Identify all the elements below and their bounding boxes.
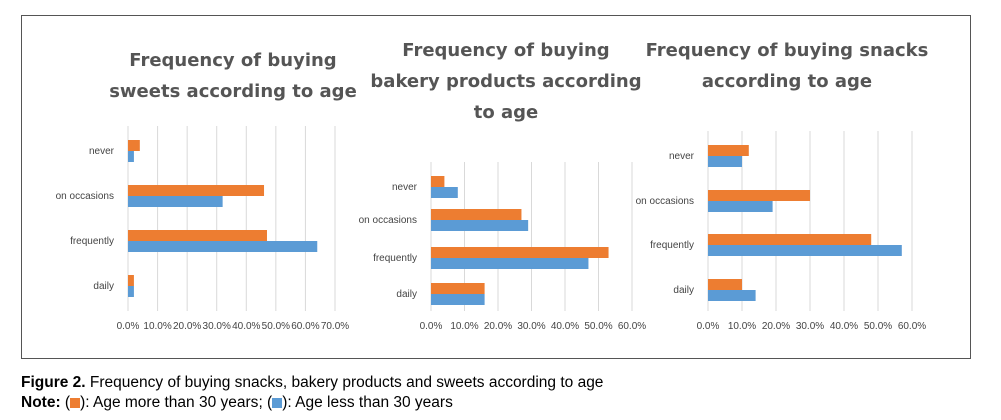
category-label: daily — [396, 289, 417, 300]
bar-under30 — [431, 294, 485, 305]
bar-over30 — [431, 283, 485, 294]
category-label: frequently — [373, 253, 417, 264]
tick-label: 40.0% — [551, 321, 579, 332]
tick-label: 20.0% — [484, 321, 512, 332]
bar-over30 — [708, 145, 749, 156]
bar-over30 — [708, 234, 872, 245]
tick-label: 40.0% — [830, 321, 858, 332]
figure-text: Frequency of buying snacks, bakery produ… — [85, 374, 604, 391]
bar-under30 — [128, 151, 134, 162]
category-label: never — [89, 146, 115, 157]
tick-label: 20.0% — [762, 321, 790, 332]
chart-title-line: Frequency of buying — [129, 50, 336, 71]
chart-title-line: bakery products according — [370, 71, 641, 92]
chart-2: Frequency of buying bakery products accor… — [359, 40, 647, 332]
bar-under30 — [431, 220, 529, 231]
tick-label: 30.0% — [517, 321, 545, 332]
figure-caption-line: Figure 2. Frequency of buying snacks, ba… — [21, 373, 981, 393]
bar-under30 — [128, 241, 318, 252]
category-label: frequently — [650, 240, 694, 251]
note-separator: ; ( — [258, 394, 273, 411]
tick-label: 30.0% — [203, 321, 231, 332]
category-label: on occasions — [359, 215, 417, 226]
chart-title-line: Frequency of buying — [402, 40, 609, 61]
bar-under30 — [708, 245, 902, 256]
bar-over30 — [128, 275, 134, 286]
legend-swatch-under30 — [272, 398, 283, 408]
bar-over30 — [128, 140, 140, 151]
tick-label: 10.0% — [728, 321, 756, 332]
tick-label: 30.0% — [796, 321, 824, 332]
chart-title-line: to age — [474, 102, 538, 123]
tick-label: 60.0% — [291, 321, 319, 332]
bar-under30 — [708, 290, 756, 301]
charts-canvas: Frequency of buying sweets according to a… — [56, 40, 929, 332]
tick-label: 40.0% — [232, 321, 260, 332]
bar-over30 — [431, 209, 522, 220]
chart-1: Frequency of buying sweets according to a… — [56, 50, 357, 332]
category-label: never — [669, 151, 695, 162]
note-paren-close-2: ): — [282, 394, 296, 411]
tick-label: 0.0% — [420, 321, 443, 332]
tick-label: 20.0% — [173, 321, 201, 332]
legend-swatch-over30 — [70, 398, 81, 408]
bar-under30 — [431, 187, 458, 198]
bar-under30 — [708, 156, 742, 167]
bar-under30 — [708, 201, 773, 212]
legend-text-over30: Age more than 30 years — [93, 394, 259, 411]
tick-label: 50.0% — [262, 321, 290, 332]
bar-under30 — [431, 258, 589, 269]
tick-label: 50.0% — [864, 321, 892, 332]
note-line: Note: (): Age more than 30 years; (): Ag… — [21, 393, 981, 413]
note-paren-open-1: ( — [60, 394, 71, 411]
figure-caption: Figure 2. Frequency of buying snacks, ba… — [21, 373, 981, 413]
tick-label: 0.0% — [697, 321, 720, 332]
bar-over30 — [708, 190, 810, 201]
category-label: never — [392, 182, 418, 193]
tick-label: 50.0% — [584, 321, 612, 332]
category-label: on occasions — [636, 196, 694, 207]
tick-label: 10.0% — [143, 321, 171, 332]
tick-label: 70.0% — [321, 321, 349, 332]
tick-label: 10.0% — [450, 321, 478, 332]
bar-over30 — [431, 247, 609, 258]
tick-label: 60.0% — [618, 321, 646, 332]
figure-frame: Frequency of buying sweets according to a… — [21, 15, 971, 359]
bar-under30 — [128, 286, 134, 297]
chart-3: Frequency of buying snacks according to a… — [636, 40, 929, 332]
tick-label: 0.0% — [117, 321, 140, 332]
chart-title-line: according to age — [702, 71, 872, 92]
tick-label: 60.0% — [898, 321, 926, 332]
figure-label: Figure 2. — [21, 374, 86, 391]
note-label: Note: — [21, 394, 61, 411]
bar-under30 — [128, 196, 223, 207]
chart-title-line: Frequency of buying snacks — [646, 40, 929, 61]
category-label: daily — [93, 281, 114, 292]
category-label: daily — [673, 285, 694, 296]
bar-over30 — [128, 230, 267, 241]
chart-title-line: sweets according to age — [109, 81, 357, 102]
legend-text-under30: Age less than 30 years — [295, 394, 453, 411]
bar-over30 — [128, 185, 265, 196]
category-label: on occasions — [56, 191, 114, 202]
bar-over30 — [708, 279, 742, 290]
bar-over30 — [431, 176, 445, 187]
note-paren-close-1: ): — [80, 394, 93, 411]
category-label: frequently — [70, 236, 114, 247]
